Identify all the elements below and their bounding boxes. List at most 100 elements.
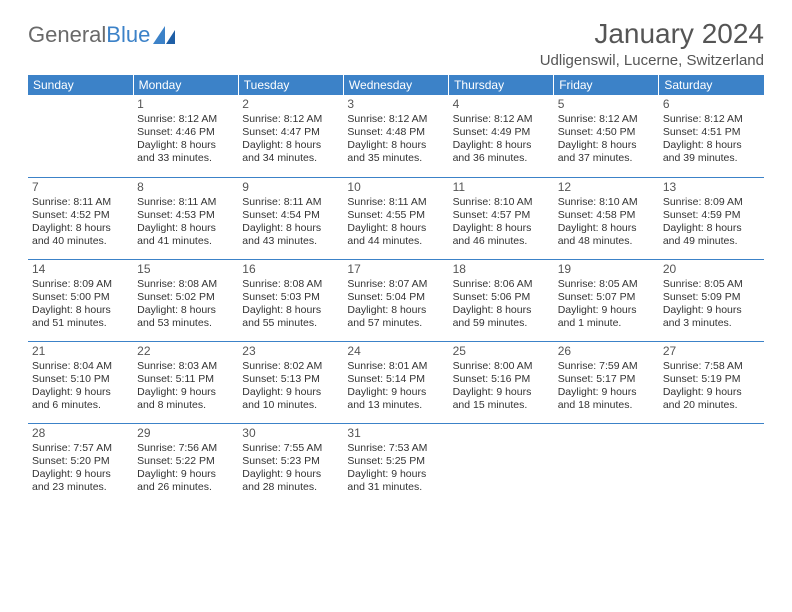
sunset-text: Sunset: 4:52 PM xyxy=(32,209,129,222)
sunset-text: Sunset: 4:46 PM xyxy=(137,126,234,139)
logo: GeneralBlue xyxy=(28,22,175,48)
calendar-day-cell: 21Sunrise: 8:04 AMSunset: 5:10 PMDayligh… xyxy=(28,341,133,423)
sunrise-text: Sunrise: 8:10 AM xyxy=(558,196,655,209)
sunset-text: Sunset: 4:50 PM xyxy=(558,126,655,139)
day-number: 12 xyxy=(558,180,655,195)
sunset-text: Sunset: 5:14 PM xyxy=(347,373,444,386)
calendar-day-cell xyxy=(659,423,764,505)
calendar-day-cell: 27Sunrise: 7:58 AMSunset: 5:19 PMDayligh… xyxy=(659,341,764,423)
sunrise-text: Sunrise: 7:56 AM xyxy=(137,442,234,455)
calendar-day-cell: 28Sunrise: 7:57 AMSunset: 5:20 PMDayligh… xyxy=(28,423,133,505)
sunset-text: Sunset: 4:59 PM xyxy=(663,209,760,222)
calendar-day-cell: 11Sunrise: 8:10 AMSunset: 4:57 PMDayligh… xyxy=(449,177,554,259)
sunset-text: Sunset: 5:09 PM xyxy=(663,291,760,304)
day-number: 10 xyxy=(347,180,444,195)
day-number: 17 xyxy=(347,262,444,277)
calendar-day-cell: 25Sunrise: 8:00 AMSunset: 5:16 PMDayligh… xyxy=(449,341,554,423)
day-header: Tuesday xyxy=(238,75,343,95)
daylight-text: Daylight: 8 hours and 53 minutes. xyxy=(137,304,234,330)
sunrise-text: Sunrise: 8:05 AM xyxy=(558,278,655,291)
day-header: Sunday xyxy=(28,75,133,95)
sunset-text: Sunset: 5:11 PM xyxy=(137,373,234,386)
sunset-text: Sunset: 5:16 PM xyxy=(453,373,550,386)
daylight-text: Daylight: 8 hours and 39 minutes. xyxy=(663,139,760,165)
sunset-text: Sunset: 4:54 PM xyxy=(242,209,339,222)
day-number: 14 xyxy=(32,262,129,277)
sunset-text: Sunset: 4:55 PM xyxy=(347,209,444,222)
sunrise-text: Sunrise: 8:12 AM xyxy=(347,113,444,126)
sunset-text: Sunset: 5:20 PM xyxy=(32,455,129,468)
daylight-text: Daylight: 9 hours and 28 minutes. xyxy=(242,468,339,494)
calendar-day-cell: 4Sunrise: 8:12 AMSunset: 4:49 PMDaylight… xyxy=(449,95,554,177)
sunset-text: Sunset: 5:06 PM xyxy=(453,291,550,304)
daylight-text: Daylight: 8 hours and 41 minutes. xyxy=(137,222,234,248)
day-number: 15 xyxy=(137,262,234,277)
day-number: 24 xyxy=(347,344,444,359)
daylight-text: Daylight: 9 hours and 13 minutes. xyxy=(347,386,444,412)
calendar-day-cell: 7Sunrise: 8:11 AMSunset: 4:52 PMDaylight… xyxy=(28,177,133,259)
sunset-text: Sunset: 4:48 PM xyxy=(347,126,444,139)
sunset-text: Sunset: 5:07 PM xyxy=(558,291,655,304)
daylight-text: Daylight: 9 hours and 31 minutes. xyxy=(347,468,444,494)
sunrise-text: Sunrise: 8:09 AM xyxy=(663,196,760,209)
daylight-text: Daylight: 8 hours and 44 minutes. xyxy=(347,222,444,248)
sunrise-text: Sunrise: 8:05 AM xyxy=(663,278,760,291)
daylight-text: Daylight: 8 hours and 55 minutes. xyxy=(242,304,339,330)
calendar-table: SundayMondayTuesdayWednesdayThursdayFrid… xyxy=(28,75,764,505)
sunrise-text: Sunrise: 8:12 AM xyxy=(137,113,234,126)
sunrise-text: Sunrise: 8:08 AM xyxy=(137,278,234,291)
daylight-text: Daylight: 9 hours and 1 minute. xyxy=(558,304,655,330)
day-header: Saturday xyxy=(659,75,764,95)
day-number: 9 xyxy=(242,180,339,195)
calendar-week-row: 21Sunrise: 8:04 AMSunset: 5:10 PMDayligh… xyxy=(28,341,764,423)
calendar-week-row: 7Sunrise: 8:11 AMSunset: 4:52 PMDaylight… xyxy=(28,177,764,259)
sunrise-text: Sunrise: 7:59 AM xyxy=(558,360,655,373)
calendar-week-row: 14Sunrise: 8:09 AMSunset: 5:00 PMDayligh… xyxy=(28,259,764,341)
daylight-text: Daylight: 9 hours and 10 minutes. xyxy=(242,386,339,412)
day-number: 2 xyxy=(242,97,339,112)
calendar-day-cell: 6Sunrise: 8:12 AMSunset: 4:51 PMDaylight… xyxy=(659,95,764,177)
daylight-text: Daylight: 8 hours and 51 minutes. xyxy=(32,304,129,330)
day-number: 22 xyxy=(137,344,234,359)
logo-word1: General xyxy=(28,22,106,48)
sunrise-text: Sunrise: 8:12 AM xyxy=(558,113,655,126)
calendar-day-cell xyxy=(449,423,554,505)
sunset-text: Sunset: 4:58 PM xyxy=(558,209,655,222)
day-number: 21 xyxy=(32,344,129,359)
calendar-day-cell: 10Sunrise: 8:11 AMSunset: 4:55 PMDayligh… xyxy=(343,177,448,259)
day-header: Wednesday xyxy=(343,75,448,95)
sunset-text: Sunset: 5:17 PM xyxy=(558,373,655,386)
logo-sail-icon xyxy=(153,26,175,44)
daylight-text: Daylight: 8 hours and 57 minutes. xyxy=(347,304,444,330)
calendar-day-cell: 29Sunrise: 7:56 AMSunset: 5:22 PMDayligh… xyxy=(133,423,238,505)
sunrise-text: Sunrise: 8:12 AM xyxy=(663,113,760,126)
calendar-header-row: SundayMondayTuesdayWednesdayThursdayFrid… xyxy=(28,75,764,95)
calendar-day-cell: 15Sunrise: 8:08 AMSunset: 5:02 PMDayligh… xyxy=(133,259,238,341)
sunset-text: Sunset: 4:57 PM xyxy=(453,209,550,222)
calendar-day-cell: 1Sunrise: 8:12 AMSunset: 4:46 PMDaylight… xyxy=(133,95,238,177)
sunrise-text: Sunrise: 7:53 AM xyxy=(347,442,444,455)
calendar-day-cell: 2Sunrise: 8:12 AMSunset: 4:47 PMDaylight… xyxy=(238,95,343,177)
sunrise-text: Sunrise: 8:12 AM xyxy=(242,113,339,126)
page-title: January 2024 xyxy=(540,18,764,50)
daylight-text: Daylight: 8 hours and 37 minutes. xyxy=(558,139,655,165)
daylight-text: Daylight: 8 hours and 46 minutes. xyxy=(453,222,550,248)
daylight-text: Daylight: 8 hours and 35 minutes. xyxy=(347,139,444,165)
daylight-text: Daylight: 8 hours and 36 minutes. xyxy=(453,139,550,165)
sunset-text: Sunset: 5:02 PM xyxy=(137,291,234,304)
day-number: 25 xyxy=(453,344,550,359)
day-header: Monday xyxy=(133,75,238,95)
sunrise-text: Sunrise: 8:11 AM xyxy=(242,196,339,209)
calendar-day-cell: 20Sunrise: 8:05 AMSunset: 5:09 PMDayligh… xyxy=(659,259,764,341)
day-number: 13 xyxy=(663,180,760,195)
day-number: 31 xyxy=(347,426,444,441)
sunset-text: Sunset: 5:10 PM xyxy=(32,373,129,386)
sunrise-text: Sunrise: 8:10 AM xyxy=(453,196,550,209)
calendar-day-cell: 5Sunrise: 8:12 AMSunset: 4:50 PMDaylight… xyxy=(554,95,659,177)
day-header: Thursday xyxy=(449,75,554,95)
daylight-text: Daylight: 8 hours and 43 minutes. xyxy=(242,222,339,248)
sunrise-text: Sunrise: 8:12 AM xyxy=(453,113,550,126)
daylight-text: Daylight: 8 hours and 34 minutes. xyxy=(242,139,339,165)
daylight-text: Daylight: 9 hours and 8 minutes. xyxy=(137,386,234,412)
sunset-text: Sunset: 4:51 PM xyxy=(663,126,760,139)
